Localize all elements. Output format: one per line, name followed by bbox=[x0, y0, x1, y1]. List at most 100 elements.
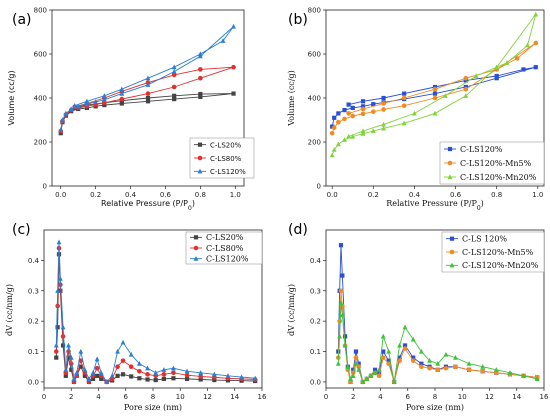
x-tick-label: 12 bbox=[485, 393, 494, 401]
data-point bbox=[418, 348, 424, 354]
legend-marker bbox=[197, 142, 203, 147]
data-point bbox=[54, 355, 59, 360]
panel-tag: (d) bbox=[288, 222, 308, 238]
data-point bbox=[69, 367, 74, 372]
x-tick-label: 2 bbox=[351, 393, 355, 401]
y-axis-label: dV (cc/nm/g) bbox=[287, 284, 296, 336]
data-point bbox=[336, 119, 341, 125]
data-point bbox=[494, 73, 499, 79]
legend-marker bbox=[449, 236, 455, 241]
data-point bbox=[435, 360, 441, 366]
legend-label: C-LS120% bbox=[206, 254, 249, 263]
x-tick-label: 14 bbox=[512, 393, 521, 401]
data-point bbox=[350, 113, 356, 119]
y-tick-label: 0.2 bbox=[310, 318, 321, 326]
data-point bbox=[473, 73, 479, 79]
legend-marker bbox=[447, 160, 453, 166]
data-point bbox=[381, 95, 386, 101]
data-point bbox=[494, 76, 499, 81]
legend-label: C-LS120%-Mn20% bbox=[462, 261, 539, 270]
data-point bbox=[119, 101, 124, 106]
y-tick-label: 0.3 bbox=[310, 287, 321, 295]
legend-label: C-LS120%-Mn5% bbox=[462, 248, 534, 257]
data-point bbox=[161, 372, 167, 377]
legend: C-LS120% C-LS120%-Mn5% C-LS120%-Mn20% bbox=[439, 141, 545, 185]
data-point bbox=[184, 376, 190, 381]
data-point bbox=[82, 373, 87, 378]
data-point bbox=[84, 101, 90, 107]
data-point bbox=[381, 125, 386, 131]
panel-tag: (a) bbox=[12, 12, 32, 28]
data-point bbox=[225, 373, 231, 378]
data-point bbox=[346, 111, 351, 116]
x-tick-label: 1.0 bbox=[230, 191, 241, 199]
data-point bbox=[120, 339, 126, 345]
data-point bbox=[443, 351, 449, 357]
data-point bbox=[145, 372, 150, 377]
data-point bbox=[145, 365, 150, 371]
legend-label: C-LS120% bbox=[210, 168, 246, 176]
data-point bbox=[171, 64, 177, 70]
data-point bbox=[94, 356, 100, 362]
data-point bbox=[397, 355, 402, 360]
data-point bbox=[145, 95, 151, 101]
data-point bbox=[342, 334, 348, 339]
data-point bbox=[342, 108, 347, 113]
data-point bbox=[198, 377, 203, 382]
data-point bbox=[350, 133, 356, 139]
legend-marker bbox=[193, 255, 199, 261]
data-point bbox=[401, 95, 407, 101]
data-point bbox=[381, 121, 386, 127]
legend: C-LS20% C-LS80%C-LS120% bbox=[185, 231, 263, 265]
data-point bbox=[184, 368, 190, 374]
x-tick-label: 1.0 bbox=[532, 191, 543, 199]
data-point bbox=[119, 86, 125, 92]
data-point bbox=[137, 376, 142, 381]
data-point bbox=[198, 67, 203, 72]
x-tick-label: 0.2 bbox=[368, 191, 379, 199]
data-point bbox=[211, 371, 217, 377]
y-tick-label: 600 bbox=[34, 51, 47, 59]
data-point bbox=[391, 379, 397, 385]
data-point bbox=[521, 373, 526, 378]
data-point bbox=[198, 91, 203, 97]
data-point bbox=[386, 348, 392, 354]
data-point bbox=[145, 99, 151, 104]
data-point bbox=[90, 376, 96, 381]
x-tick-label: 4 bbox=[378, 393, 383, 401]
data-point bbox=[198, 75, 203, 81]
data-point bbox=[128, 364, 134, 370]
series-3 bbox=[329, 11, 539, 158]
data-point bbox=[93, 99, 99, 105]
data-point bbox=[397, 342, 402, 348]
data-point bbox=[432, 110, 438, 116]
data-point bbox=[360, 379, 366, 385]
data-point bbox=[360, 106, 366, 112]
panel-tag: (b) bbox=[288, 12, 308, 28]
legend: C-LS 120% C-LS120%-Mn5% C-LS120%-Mn20% bbox=[441, 231, 545, 273]
data-point bbox=[360, 111, 366, 117]
data-point bbox=[171, 370, 176, 376]
data-point bbox=[335, 360, 341, 366]
data-point bbox=[346, 102, 351, 107]
data-point bbox=[115, 348, 120, 354]
data-point bbox=[353, 349, 359, 354]
data-point bbox=[372, 367, 378, 372]
y-tick-label: 0.3 bbox=[28, 287, 39, 295]
data-point bbox=[119, 90, 125, 96]
x-axis-label-tail: ) bbox=[192, 199, 195, 208]
data-point bbox=[94, 365, 100, 371]
data-point bbox=[84, 98, 90, 104]
data-point bbox=[57, 275, 63, 281]
data-point bbox=[342, 137, 347, 142]
legend-box bbox=[439, 141, 545, 185]
data-point bbox=[171, 365, 176, 371]
y-tick-label: 0.2 bbox=[28, 318, 39, 326]
data-point bbox=[533, 40, 539, 46]
series-line bbox=[55, 254, 256, 384]
legend-label: C-LS80% bbox=[206, 244, 244, 253]
legend-marker bbox=[193, 245, 199, 251]
data-point bbox=[525, 42, 530, 48]
data-point bbox=[68, 354, 74, 360]
